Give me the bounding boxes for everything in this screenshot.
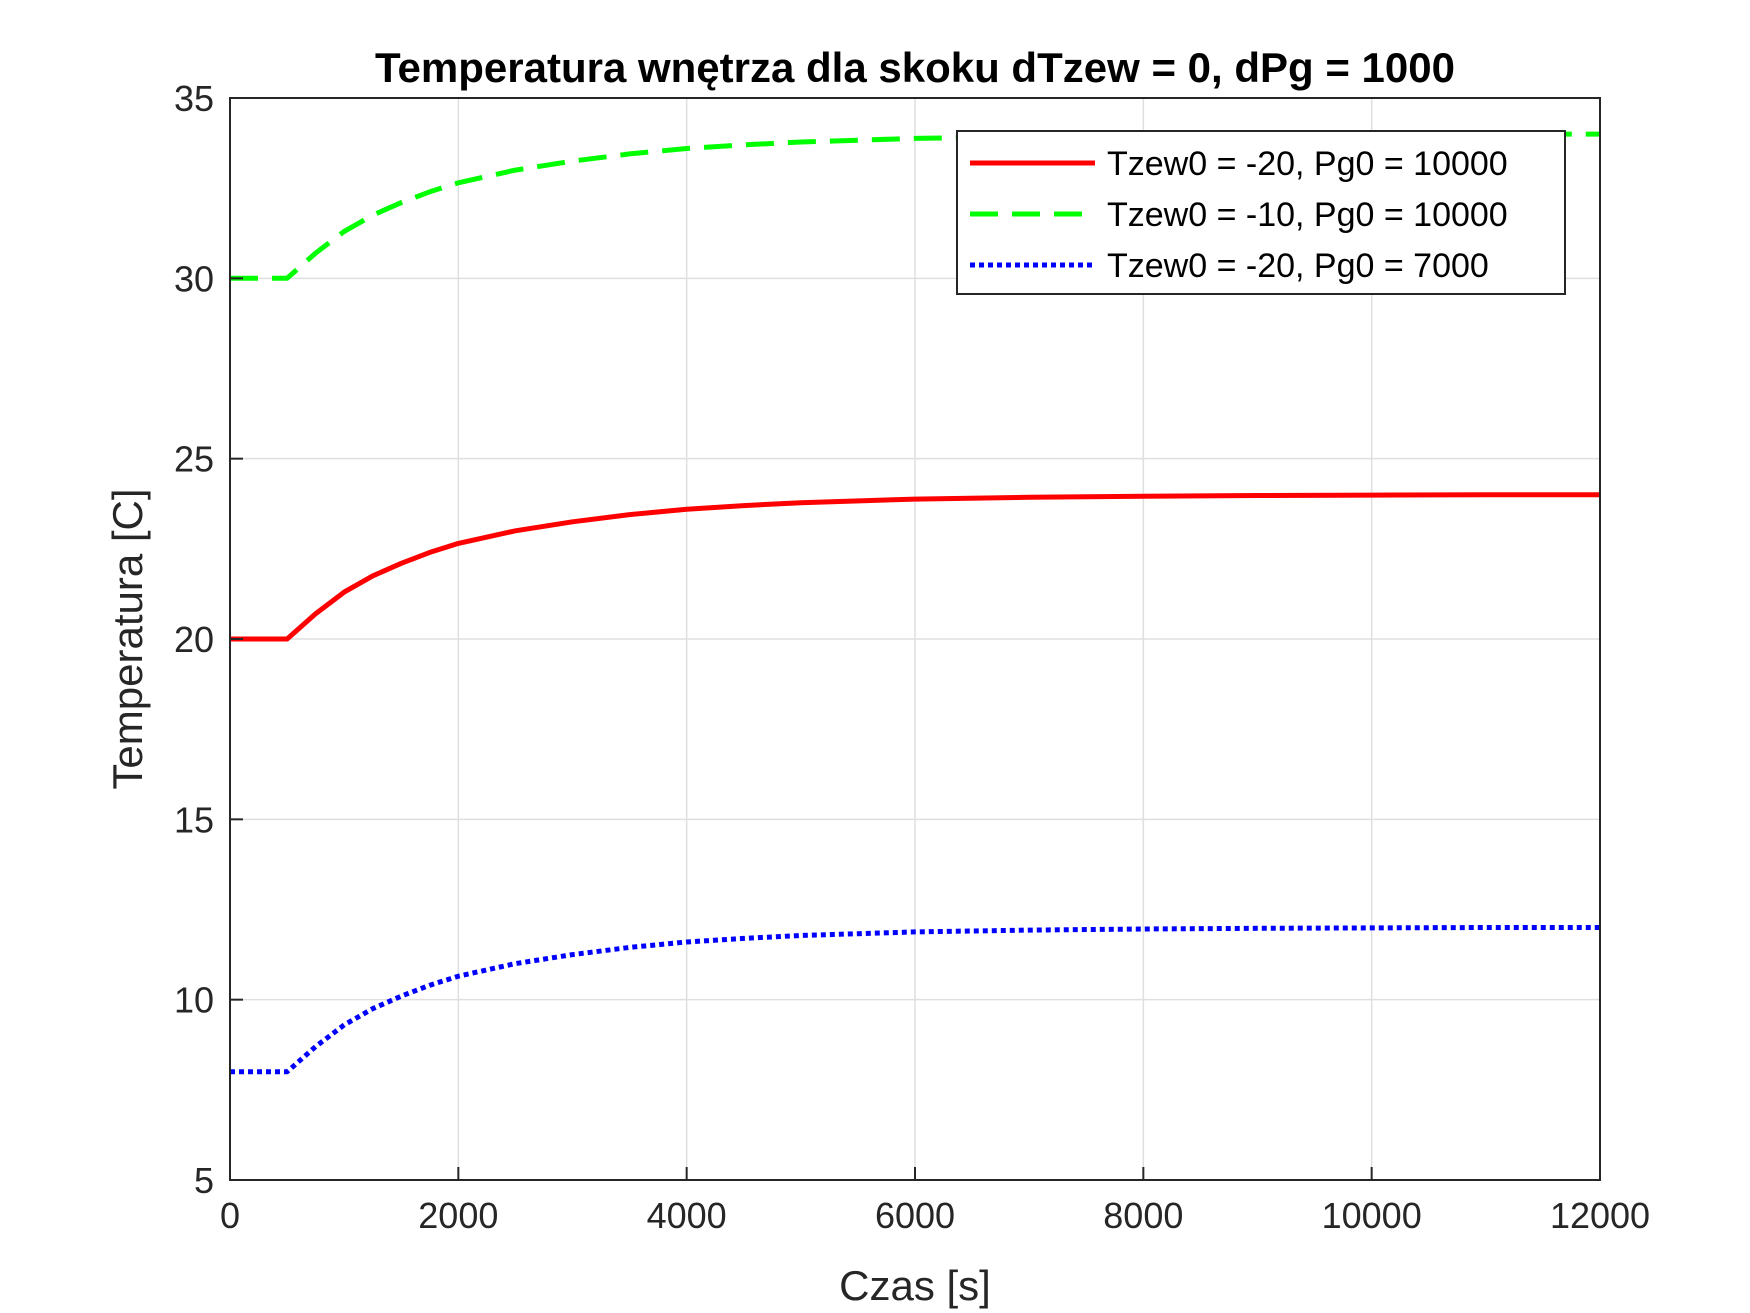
x-axis-label: Czas [s] <box>839 1262 991 1309</box>
y-tick-label: 10 <box>174 980 214 1021</box>
y-tick-label: 5 <box>194 1160 214 1201</box>
y-tick-label: 30 <box>174 258 214 299</box>
x-tick-label: 0 <box>220 1195 240 1236</box>
series-line-3 <box>230 925 1600 1075</box>
legend-label: Tzew0 = -20, Pg0 = 10000 <box>1107 145 1508 183</box>
x-tick-label: 2000 <box>418 1195 498 1236</box>
y-axis-label: Temperatura [C] <box>104 488 151 789</box>
x-tick-label: 8000 <box>1103 1195 1183 1236</box>
y-tick-label: 20 <box>174 619 214 660</box>
x-tick-label: 12000 <box>1550 1195 1650 1236</box>
series-line-1 <box>230 492 1600 642</box>
x-tick-label: 10000 <box>1322 1195 1422 1236</box>
y-tick-label: 25 <box>174 439 214 480</box>
y-tick-label: 15 <box>174 799 214 840</box>
legend-label: Tzew0 = -20, Pg0 = 7000 <box>1107 247 1489 285</box>
ticks: 0 2000 4000 6000 8000 10000 12000 5 10 15 20 25 30 35 <box>174 78 1650 1236</box>
legend: Tzew0 = -20, Pg0 = 10000 Tzew0 = -10, Pg0… <box>956 130 1566 295</box>
x-tick-label: 6000 <box>875 1195 955 1236</box>
legend-label: Tzew0 = -10, Pg0 = 10000 <box>1107 196 1508 234</box>
y-tick-label: 35 <box>174 78 214 119</box>
x-tick-label: 4000 <box>647 1195 727 1236</box>
chart-title: Temperatura wnętrza dla skoku dTzew = 0,… <box>375 44 1455 91</box>
